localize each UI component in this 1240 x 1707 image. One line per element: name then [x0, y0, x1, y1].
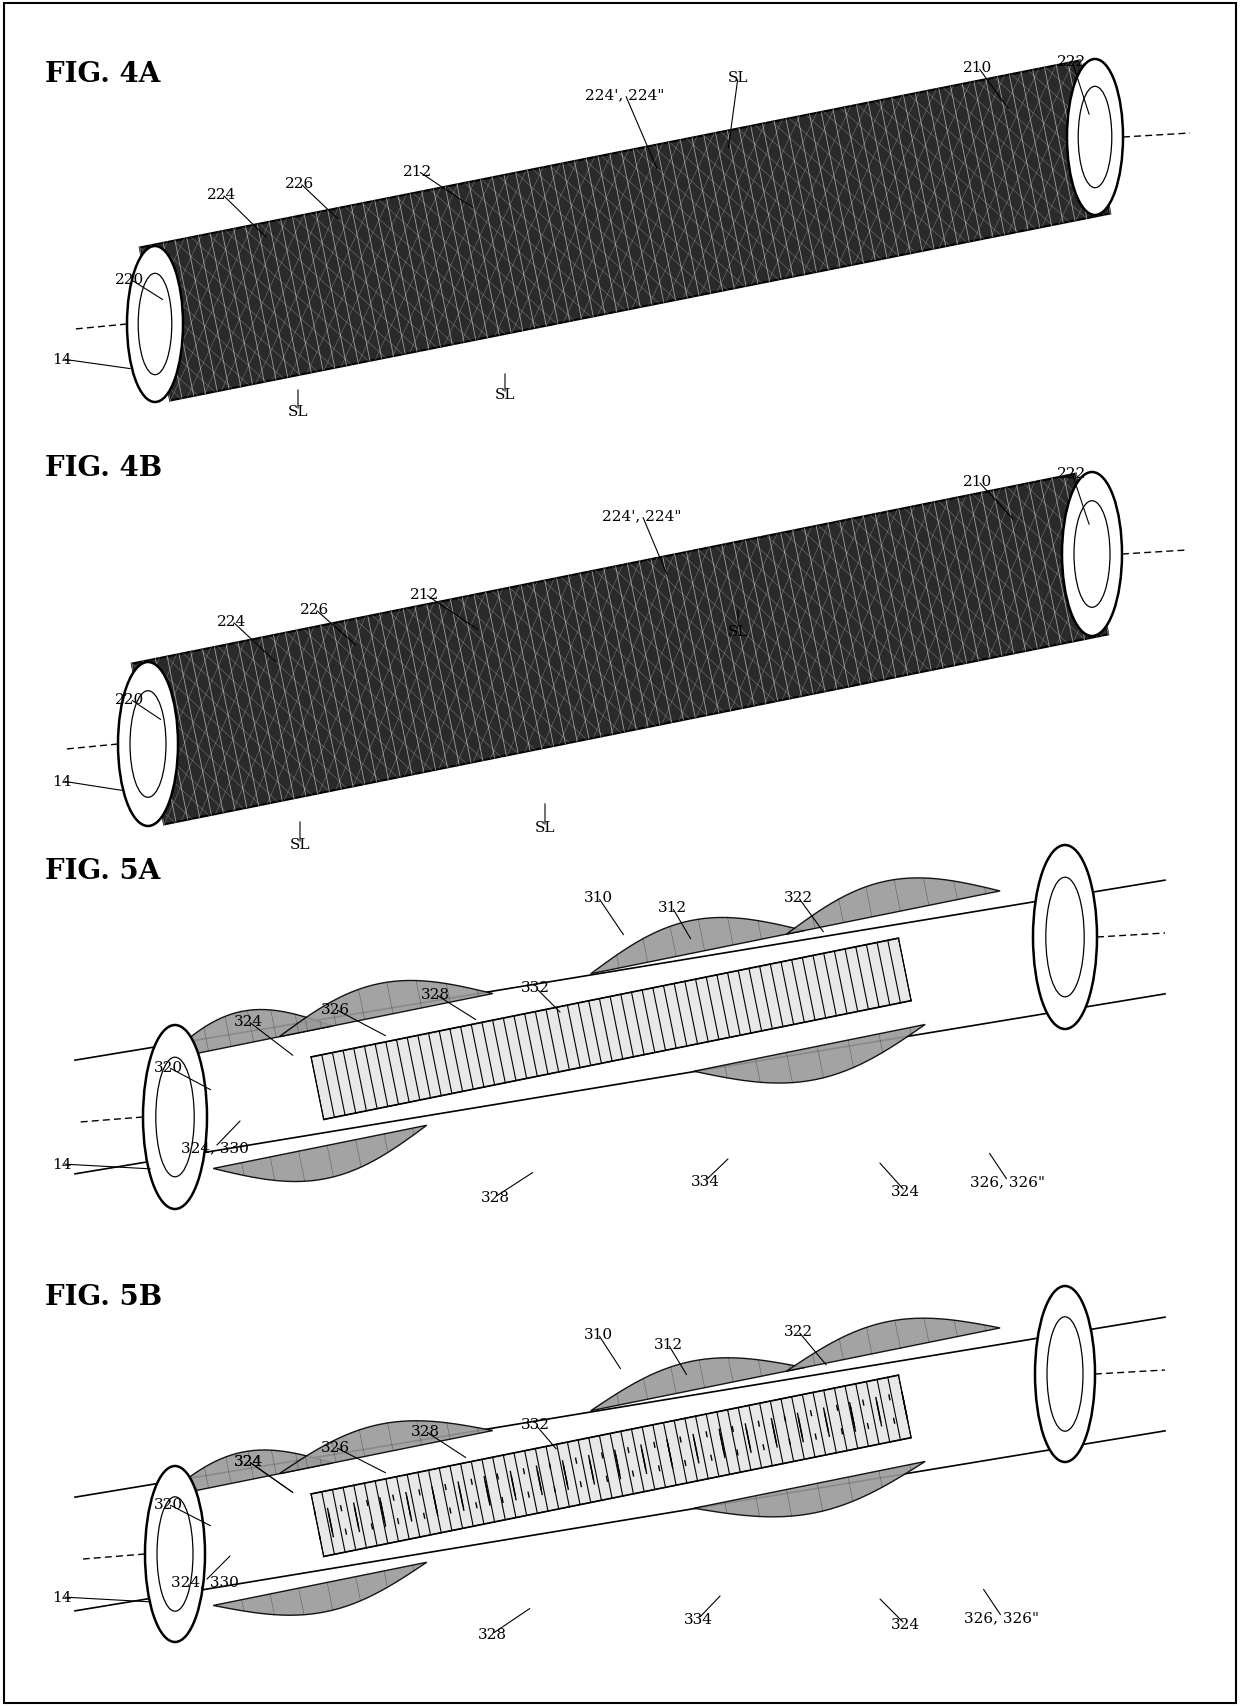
Text: 320: 320: [154, 1497, 182, 1511]
Text: 14: 14: [52, 775, 72, 789]
Text: 320: 320: [154, 1060, 182, 1074]
Text: 328: 328: [477, 1627, 506, 1640]
Text: 334: 334: [691, 1174, 719, 1188]
Ellipse shape: [1033, 845, 1097, 1029]
Polygon shape: [311, 939, 911, 1120]
Text: 312: 312: [657, 901, 687, 915]
Polygon shape: [590, 918, 805, 975]
Text: FIG. 5A: FIG. 5A: [45, 859, 160, 884]
Text: 222: 222: [1058, 466, 1086, 481]
Text: 332: 332: [521, 980, 549, 995]
Text: 14: 14: [52, 1157, 72, 1171]
Polygon shape: [590, 1359, 805, 1412]
Text: 210: 210: [963, 61, 993, 75]
Text: SL: SL: [288, 405, 309, 418]
Polygon shape: [279, 982, 492, 1038]
Polygon shape: [140, 61, 1110, 401]
Polygon shape: [131, 475, 1109, 824]
Text: 326: 326: [320, 1002, 350, 1016]
Text: 328: 328: [410, 1424, 439, 1439]
Text: SL: SL: [534, 821, 556, 835]
Text: FIG. 4B: FIG. 4B: [45, 454, 162, 481]
Polygon shape: [164, 1011, 332, 1060]
Ellipse shape: [126, 248, 184, 403]
Text: 324: 324: [890, 1617, 920, 1632]
Text: 14: 14: [52, 1589, 72, 1605]
Text: 220: 220: [115, 273, 145, 287]
Text: 328: 328: [481, 1190, 510, 1205]
Text: 322: 322: [784, 891, 812, 905]
Text: 310: 310: [584, 891, 613, 905]
Text: 326: 326: [320, 1441, 350, 1454]
Polygon shape: [786, 879, 1001, 935]
Text: 226: 226: [285, 178, 315, 191]
Text: 326, 326": 326, 326": [965, 1610, 1039, 1623]
Text: 222: 222: [1058, 55, 1086, 68]
Text: 224', 224": 224', 224": [585, 89, 665, 102]
Text: 324: 324: [233, 1014, 263, 1028]
Polygon shape: [694, 1024, 925, 1084]
Text: 14: 14: [52, 353, 72, 367]
Text: 328: 328: [420, 987, 449, 1002]
Text: 326, 326": 326, 326": [971, 1174, 1045, 1188]
Text: FIG. 4A: FIG. 4A: [45, 61, 160, 89]
Text: 334: 334: [683, 1611, 713, 1627]
Text: 212: 212: [403, 166, 433, 179]
Text: 220: 220: [115, 693, 145, 707]
Ellipse shape: [1066, 60, 1123, 215]
Text: 324, 330: 324, 330: [171, 1574, 239, 1588]
Ellipse shape: [1061, 473, 1122, 637]
Polygon shape: [213, 1125, 427, 1181]
Text: 226: 226: [300, 603, 330, 616]
Text: 324: 324: [233, 1454, 263, 1468]
Ellipse shape: [145, 1466, 205, 1642]
Polygon shape: [311, 1376, 911, 1557]
Text: 332: 332: [521, 1417, 549, 1430]
Text: 310: 310: [584, 1328, 613, 1342]
Ellipse shape: [143, 1026, 207, 1209]
Ellipse shape: [118, 662, 179, 826]
Polygon shape: [694, 1461, 925, 1518]
Text: 322: 322: [784, 1325, 812, 1338]
Text: 210: 210: [963, 475, 993, 488]
Text: 224', 224": 224', 224": [603, 509, 682, 522]
Text: 312: 312: [653, 1337, 682, 1352]
Text: 324, 330: 324, 330: [181, 1140, 249, 1154]
Polygon shape: [786, 1318, 1001, 1371]
Text: 324: 324: [233, 1454, 263, 1468]
Text: 224: 224: [207, 188, 237, 201]
Polygon shape: [213, 1562, 427, 1615]
Text: SL: SL: [290, 838, 310, 852]
Ellipse shape: [1035, 1287, 1095, 1463]
Text: 224: 224: [217, 615, 247, 628]
Text: SL: SL: [728, 72, 748, 85]
Text: SL: SL: [495, 387, 516, 401]
Text: 324: 324: [890, 1185, 920, 1198]
Text: FIG. 5B: FIG. 5B: [45, 1284, 162, 1311]
Polygon shape: [279, 1420, 492, 1473]
Text: SL: SL: [728, 625, 748, 638]
Polygon shape: [164, 1451, 332, 1497]
Text: 212: 212: [410, 587, 440, 601]
